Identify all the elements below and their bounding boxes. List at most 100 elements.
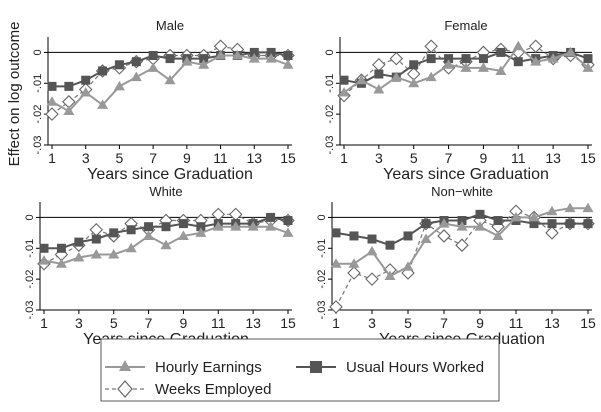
point-hourly bbox=[230, 221, 242, 231]
point-hours bbox=[496, 47, 506, 57]
point-hours bbox=[266, 212, 276, 222]
point-hours bbox=[385, 240, 395, 250]
point-hourly bbox=[108, 248, 120, 259]
point-hours bbox=[529, 219, 539, 229]
point-hourly bbox=[160, 239, 172, 250]
point-hourly bbox=[460, 62, 472, 72]
point-hourly bbox=[510, 211, 522, 222]
point-weeks bbox=[45, 107, 59, 121]
point-hours bbox=[144, 222, 154, 232]
point-hourly bbox=[546, 205, 558, 216]
y-tick-label: -.02 bbox=[24, 270, 36, 289]
point-hourly bbox=[474, 221, 486, 231]
point-hourly bbox=[113, 80, 125, 91]
point-hourly bbox=[528, 211, 540, 222]
point-hourly bbox=[495, 65, 507, 75]
point-weeks bbox=[528, 39, 543, 54]
point-hourly bbox=[530, 56, 542, 66]
point-hourly bbox=[282, 59, 294, 69]
panel-title: Non−white bbox=[431, 184, 493, 199]
point-hours bbox=[339, 75, 349, 85]
x-tick-label: 15 bbox=[280, 150, 296, 166]
x-tick-label: 11 bbox=[511, 150, 526, 166]
point-hours bbox=[161, 222, 171, 232]
series-line-weeks bbox=[343, 45, 589, 97]
point-hours bbox=[478, 54, 488, 64]
point-hours bbox=[81, 75, 91, 85]
point-hourly bbox=[456, 221, 468, 231]
point-hours bbox=[249, 47, 259, 57]
x-tick-label: 13 bbox=[545, 150, 561, 166]
x-tick-label: 13 bbox=[245, 315, 261, 331]
point-hourly bbox=[373, 83, 385, 94]
point-hourly bbox=[390, 71, 402, 82]
series-hourly bbox=[46, 50, 294, 116]
point-hours bbox=[421, 219, 431, 229]
x-tick-label: 7 bbox=[149, 150, 157, 166]
point-hours bbox=[165, 54, 175, 64]
x-tick-label: 5 bbox=[410, 150, 418, 166]
point-hourly bbox=[90, 248, 102, 259]
point-hourly bbox=[408, 77, 420, 88]
x-tick-label: 3 bbox=[368, 315, 376, 331]
point-weeks bbox=[329, 300, 343, 314]
point-hourly bbox=[195, 227, 207, 237]
point-hourly bbox=[565, 46, 577, 57]
point-hours bbox=[583, 219, 593, 229]
point-hours bbox=[148, 51, 158, 61]
point-hours bbox=[178, 219, 188, 229]
point-hours bbox=[367, 234, 377, 244]
point-hours bbox=[331, 228, 341, 238]
y-tick-label: -.03 bbox=[324, 136, 336, 155]
legend-item-hours: Usual Hours Worked bbox=[296, 359, 484, 376]
point-hourly bbox=[73, 252, 85, 262]
y-tick-label: -.01 bbox=[24, 239, 36, 258]
point-hours bbox=[196, 222, 206, 232]
legend-hourly-label: Hourly Earnings bbox=[155, 359, 262, 376]
point-weeks bbox=[437, 229, 451, 243]
point-hours bbox=[56, 243, 66, 253]
point-hours bbox=[426, 54, 436, 64]
y-tick-label: -.03 bbox=[32, 136, 44, 155]
y-tick-label: -.02 bbox=[32, 105, 44, 124]
point-hourly bbox=[384, 270, 396, 281]
point-weeks bbox=[389, 51, 404, 66]
point-hourly bbox=[512, 40, 524, 51]
point-hourly bbox=[247, 221, 259, 231]
x-tick-label: 1 bbox=[340, 150, 348, 166]
point-hourly bbox=[130, 71, 142, 82]
x-tick-label: 3 bbox=[75, 315, 83, 331]
point-weeks bbox=[228, 207, 243, 222]
panel-title: White bbox=[149, 184, 182, 199]
point-weeks bbox=[372, 57, 386, 72]
point-hourly bbox=[582, 62, 594, 72]
point-hourly bbox=[282, 227, 294, 237]
point-hourly bbox=[248, 53, 260, 63]
x-tick-label: 3 bbox=[375, 150, 383, 166]
x-tick-label: 9 bbox=[180, 315, 188, 331]
point-weeks bbox=[365, 272, 379, 286]
y-tick-label: -.02 bbox=[324, 105, 336, 124]
point-hours bbox=[475, 209, 485, 219]
point-hours bbox=[131, 57, 141, 67]
point-hours bbox=[126, 225, 136, 235]
point-hours bbox=[457, 216, 467, 226]
x-axis-label: Years since Graduation bbox=[383, 166, 549, 183]
x-tick-label: 13 bbox=[246, 150, 262, 166]
point-weeks bbox=[211, 207, 226, 222]
point-hours bbox=[461, 54, 471, 64]
y-tick-label: -.03 bbox=[316, 301, 328, 320]
x-tick-label: 15 bbox=[580, 315, 596, 331]
point-weeks bbox=[455, 238, 469, 252]
panel-title: Female bbox=[444, 18, 487, 33]
y-tick-label: -.01 bbox=[324, 74, 336, 93]
point-hours bbox=[98, 66, 108, 76]
point-hours bbox=[374, 69, 384, 79]
series-hourly bbox=[338, 40, 594, 97]
point-hourly bbox=[477, 62, 489, 72]
point-hourly bbox=[547, 53, 559, 63]
x-tick-label: 7 bbox=[445, 150, 453, 166]
